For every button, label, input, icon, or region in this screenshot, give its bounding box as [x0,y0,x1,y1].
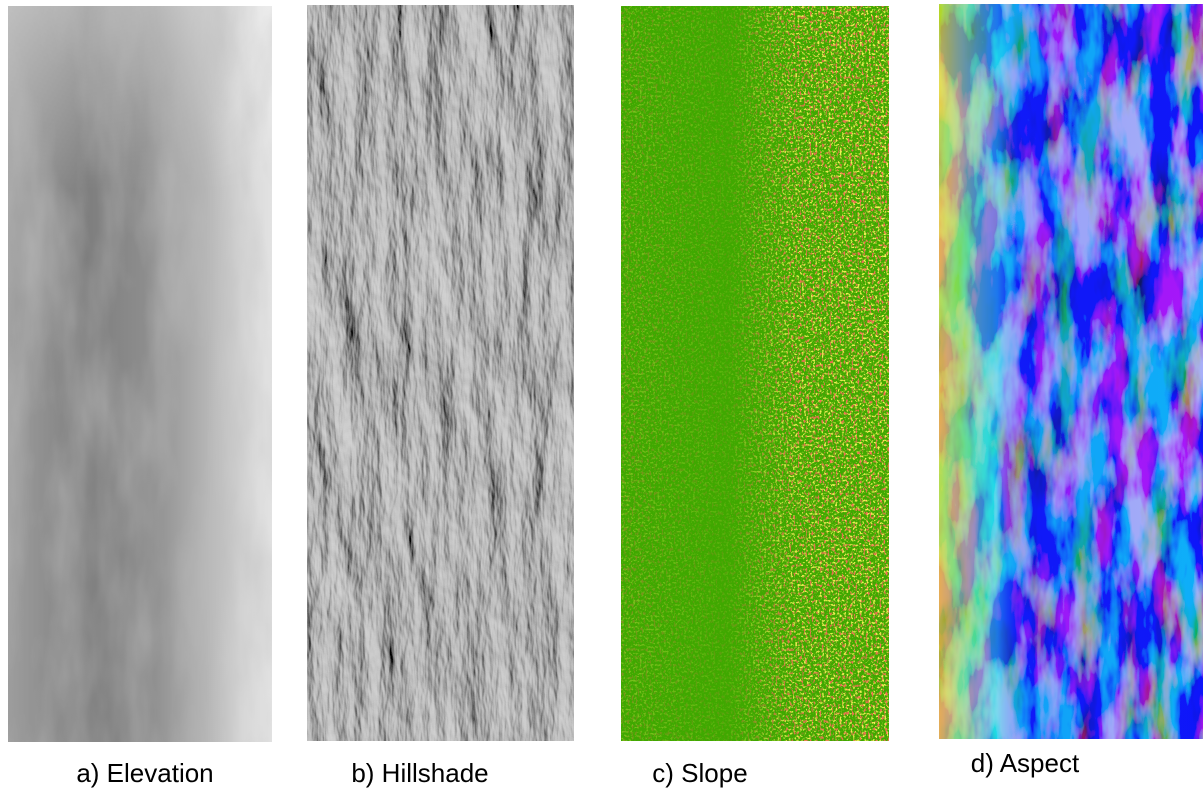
elevation-texture [8,6,272,742]
hillshade-raster [307,5,574,741]
aspect-tint [939,4,1203,739]
figure: a) Elevation b) Hillshade c) Slope d) As… [0,0,1203,791]
slope-red [621,6,889,741]
slope-panel: c) Slope [621,6,889,788]
caption: b) Hillshade [351,758,488,788]
elevation-panel: a) Elevation [8,6,272,788]
hillshade-panel: b) Hillshade [307,5,574,788]
caption: a) Elevation [76,758,213,788]
caption: d) Aspect [971,748,1080,778]
caption: c) Slope [652,758,747,788]
slope-speckle [621,6,889,741]
aspect-panel: d) Aspect [939,4,1203,778]
